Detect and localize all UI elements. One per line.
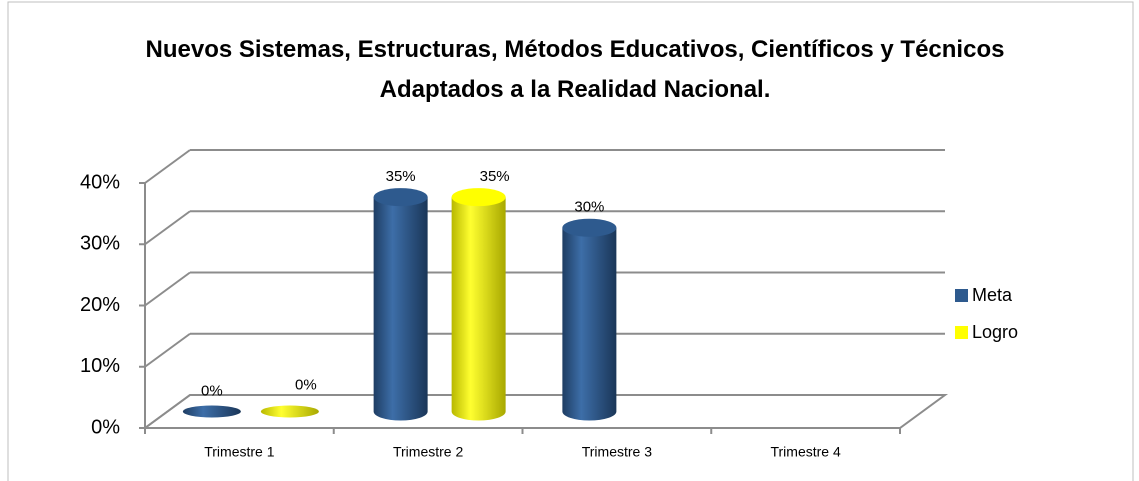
grid-line-side xyxy=(144,271,191,307)
bar-top xyxy=(562,218,617,237)
bar xyxy=(373,197,428,421)
value-label: 30% xyxy=(574,199,604,216)
y-tick-label: 10% xyxy=(80,355,120,377)
x-tick-label: Trimestre 2 xyxy=(393,444,463,460)
legend-label: Logro xyxy=(972,322,1018,342)
grid-line-side xyxy=(144,332,191,368)
y-tick-label: 40% xyxy=(80,171,120,193)
x-tick-label: Trimestre 1 xyxy=(204,444,274,460)
legend-label: Meta xyxy=(972,285,1013,305)
bar-disk xyxy=(182,405,241,418)
bar xyxy=(562,227,617,421)
y-tick-label: 0% xyxy=(91,416,120,438)
value-label: 35% xyxy=(480,168,510,185)
bar-disk xyxy=(260,405,319,418)
legend-swatch xyxy=(955,289,968,302)
bar xyxy=(451,197,506,421)
grid-line-side xyxy=(144,149,191,184)
value-label: 0% xyxy=(295,376,317,393)
legend-swatch xyxy=(955,326,968,339)
grid-line-side xyxy=(144,210,191,246)
value-label: 0% xyxy=(201,382,223,399)
chart-title: Nuevos Sistemas, Estructuras, Métodos Ed… xyxy=(145,36,1005,103)
x-tick-label: Trimestre 3 xyxy=(582,444,652,460)
x-tick-label: Trimestre 4 xyxy=(770,444,840,460)
y-tick-label: 20% xyxy=(80,294,120,316)
value-label: 35% xyxy=(386,168,416,185)
bar-top xyxy=(451,188,506,207)
bar-top xyxy=(373,188,428,207)
y-tick-label: 30% xyxy=(80,233,120,255)
chart-border xyxy=(7,1,1134,481)
grid-line-side xyxy=(144,394,191,429)
